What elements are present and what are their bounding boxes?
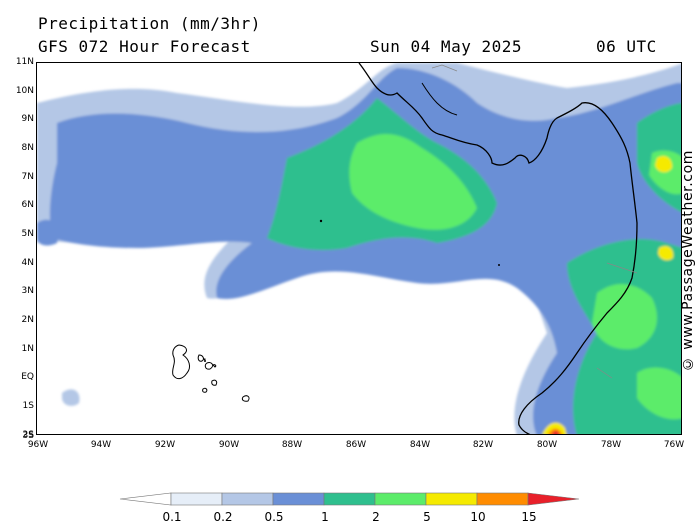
lat-label: EQ bbox=[21, 372, 34, 382]
precip-area-green bbox=[637, 367, 681, 420]
legend-label: 10 bbox=[470, 510, 486, 524]
map-title: Precipitation (mm/3hr) bbox=[38, 14, 261, 33]
precip-area-red bbox=[552, 430, 560, 434]
precip-area-light bbox=[62, 389, 80, 406]
lon-label: 92W bbox=[154, 440, 176, 450]
legend-label: 2 bbox=[372, 510, 380, 524]
legend-swatch bbox=[425, 492, 478, 506]
lat-label: 9N bbox=[21, 114, 34, 124]
legend-label: 0.5 bbox=[264, 510, 284, 524]
precip-area-yellow bbox=[542, 422, 567, 434]
precipitation-map[interactable] bbox=[36, 62, 682, 435]
legend-label: 0.2 bbox=[213, 510, 233, 524]
legend-swatch bbox=[272, 492, 325, 506]
legend-label: 15 bbox=[521, 510, 537, 524]
lat-label: 11N bbox=[15, 57, 34, 67]
credit-label: © www.PassageWeather.com bbox=[680, 150, 696, 372]
lon-label: 90W bbox=[218, 440, 240, 450]
coastline-detail bbox=[421, 82, 458, 116]
legend-swatch-max bbox=[527, 492, 580, 506]
legend-label: 0.1 bbox=[162, 510, 182, 524]
precip-area-yellow bbox=[655, 156, 673, 173]
legend-label: 5 bbox=[423, 510, 431, 524]
map-canvas bbox=[37, 63, 681, 434]
lat-label: 2S bbox=[22, 430, 34, 440]
legend-swatch bbox=[476, 492, 529, 506]
precip-area-blue bbox=[49, 68, 681, 434]
precip-area-blue bbox=[37, 219, 59, 246]
lat-label: 3N bbox=[21, 286, 34, 296]
legend-swatch bbox=[170, 492, 223, 506]
lon-label: 84W bbox=[409, 440, 431, 450]
galapagos-islands bbox=[172, 344, 250, 402]
country-border bbox=[431, 64, 638, 379]
legend-swatch bbox=[221, 492, 274, 506]
forecast-date: Sun 04 May 2025 bbox=[370, 37, 522, 56]
forecast-subtitle: GFS 072 Hour Forecast bbox=[38, 37, 251, 56]
legend-swatch bbox=[374, 492, 427, 506]
precip-area-green bbox=[592, 283, 657, 350]
legend-swatch-min bbox=[119, 492, 172, 506]
precipitation-legend bbox=[119, 492, 580, 506]
lon-label: 76W bbox=[663, 440, 685, 450]
coastline bbox=[358, 63, 638, 434]
precip-area-yellow bbox=[658, 246, 674, 261]
lon-label: 86W bbox=[345, 440, 367, 450]
lon-label: 88W bbox=[281, 440, 303, 450]
legend-swatch bbox=[323, 492, 376, 506]
legend-label: 1 bbox=[321, 510, 329, 524]
lat-label: 2N bbox=[21, 315, 34, 325]
small-islands bbox=[204, 219, 500, 362]
precip-area-green bbox=[349, 133, 477, 230]
lat-label: 7N bbox=[21, 172, 34, 182]
lat-label: 8N bbox=[21, 143, 34, 153]
forecast-time: 06 UTC bbox=[596, 37, 657, 56]
lat-label: 1S bbox=[22, 401, 34, 411]
lat-label-bottom: 3S bbox=[22, 431, 34, 441]
legend-bar bbox=[119, 492, 580, 506]
lon-label: 80W bbox=[536, 440, 558, 450]
lon-label: 78W bbox=[600, 440, 622, 450]
lon-label: 96W bbox=[27, 440, 49, 450]
lat-label: 1N bbox=[21, 344, 34, 354]
lat-label: 4N bbox=[21, 258, 34, 268]
precipitation-field bbox=[37, 63, 681, 434]
lon-label: 94W bbox=[90, 440, 112, 450]
lat-label: 6N bbox=[21, 200, 34, 210]
lat-label: 10N bbox=[15, 86, 34, 96]
lat-label: 5N bbox=[21, 229, 34, 239]
lon-label: 82W bbox=[472, 440, 494, 450]
